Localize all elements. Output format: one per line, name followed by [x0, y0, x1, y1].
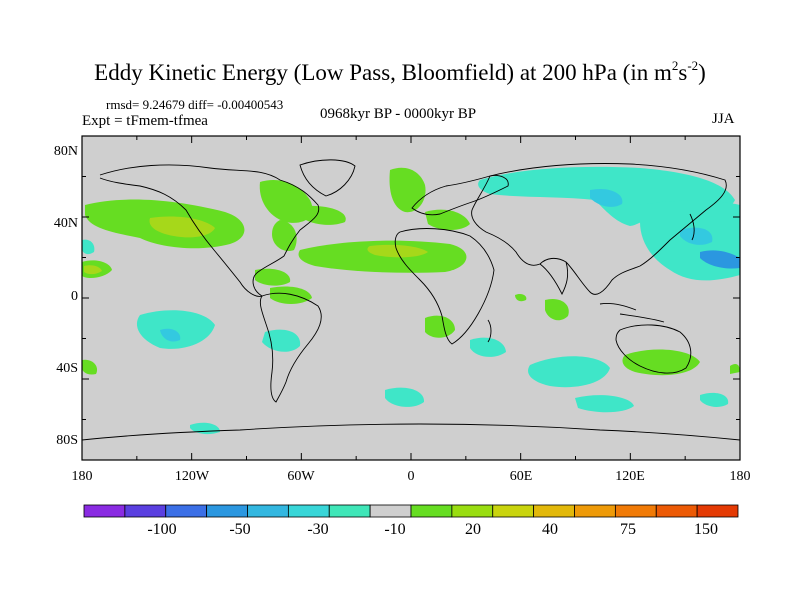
colorbar-label: -100: [147, 521, 177, 538]
axis-ticks: [81, 135, 741, 461]
colorbar-label: -10: [384, 521, 406, 538]
chart-title: Eddy Kinetic Energy (Low Pass, Bloomfiel…: [94, 58, 706, 85]
colorbar-label: 40: [542, 521, 558, 538]
lon-tick-label: 120W: [174, 469, 210, 484]
colorbar-swatch: [165, 504, 208, 518]
stats-label: rmsd= 9.24679 diff= -0.00400543: [106, 97, 284, 112]
colorbar-swatch: [451, 504, 494, 518]
colorbar-swatch: [492, 504, 535, 518]
colorbar-label: -30: [307, 521, 329, 538]
colorbar-swatch: [655, 504, 698, 518]
colorbar-swatch: [614, 504, 657, 518]
anomaly-contours: [82, 166, 740, 435]
colorbar-swatch: [410, 504, 453, 518]
colorbar-swatch: [328, 504, 371, 518]
colorbar-label: 75: [620, 521, 636, 538]
lon-tick-label: 60W: [287, 469, 315, 484]
period-label: 0968kyr BP - 0000kyr BP: [320, 106, 477, 122]
lon-tick-label: 180: [71, 469, 93, 484]
lon-tick-label: 60E: [509, 469, 533, 484]
season-label: JJA: [712, 111, 735, 127]
lat-tick-label: 0: [71, 289, 78, 304]
colorbar-swatch: [696, 504, 739, 518]
experiment-label: Expt = tFmem-tfmea: [82, 113, 208, 129]
colorbar-swatch: [247, 504, 289, 518]
lat-tick-label: 80N: [53, 144, 78, 159]
lon-tick-label: 180: [729, 469, 751, 484]
colorbar-swatch: [533, 504, 575, 518]
colorbar: [83, 504, 739, 518]
coastlines: [82, 159, 740, 441]
colorbar-swatch: [369, 504, 412, 518]
lon-tick-label: 120E: [615, 469, 645, 484]
lat-tick-label: 40S: [56, 361, 78, 376]
lat-tick-label: 80S: [56, 433, 78, 448]
lat-tick-label: 40N: [53, 216, 78, 231]
colorbar-swatch: [206, 504, 248, 518]
colorbar-swatch: [287, 504, 330, 518]
colorbar-label: -50: [229, 521, 251, 538]
colorbar-label: 20: [465, 521, 481, 538]
colorbar-swatch: [124, 504, 167, 518]
colorbar-swatch: [574, 504, 616, 518]
lon-tick-label: 0: [407, 469, 415, 484]
colorbar-label: 150: [694, 521, 718, 538]
colorbar-swatch: [83, 504, 126, 518]
